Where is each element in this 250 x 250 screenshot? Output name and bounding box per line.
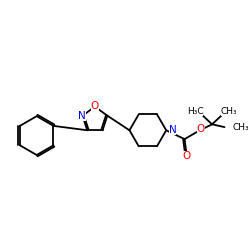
Text: O: O [182, 151, 190, 161]
Text: N: N [169, 125, 176, 135]
Text: N: N [78, 111, 86, 121]
Text: H₃C: H₃C [187, 107, 204, 116]
Text: O: O [197, 124, 205, 134]
Text: CH₃: CH₃ [232, 122, 249, 132]
Text: O: O [91, 101, 99, 111]
Text: CH₃: CH₃ [221, 107, 237, 116]
